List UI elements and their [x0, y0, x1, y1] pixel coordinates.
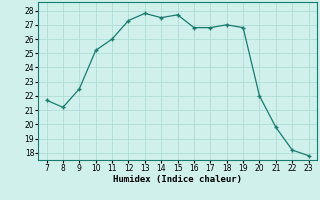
X-axis label: Humidex (Indice chaleur): Humidex (Indice chaleur) — [113, 175, 242, 184]
